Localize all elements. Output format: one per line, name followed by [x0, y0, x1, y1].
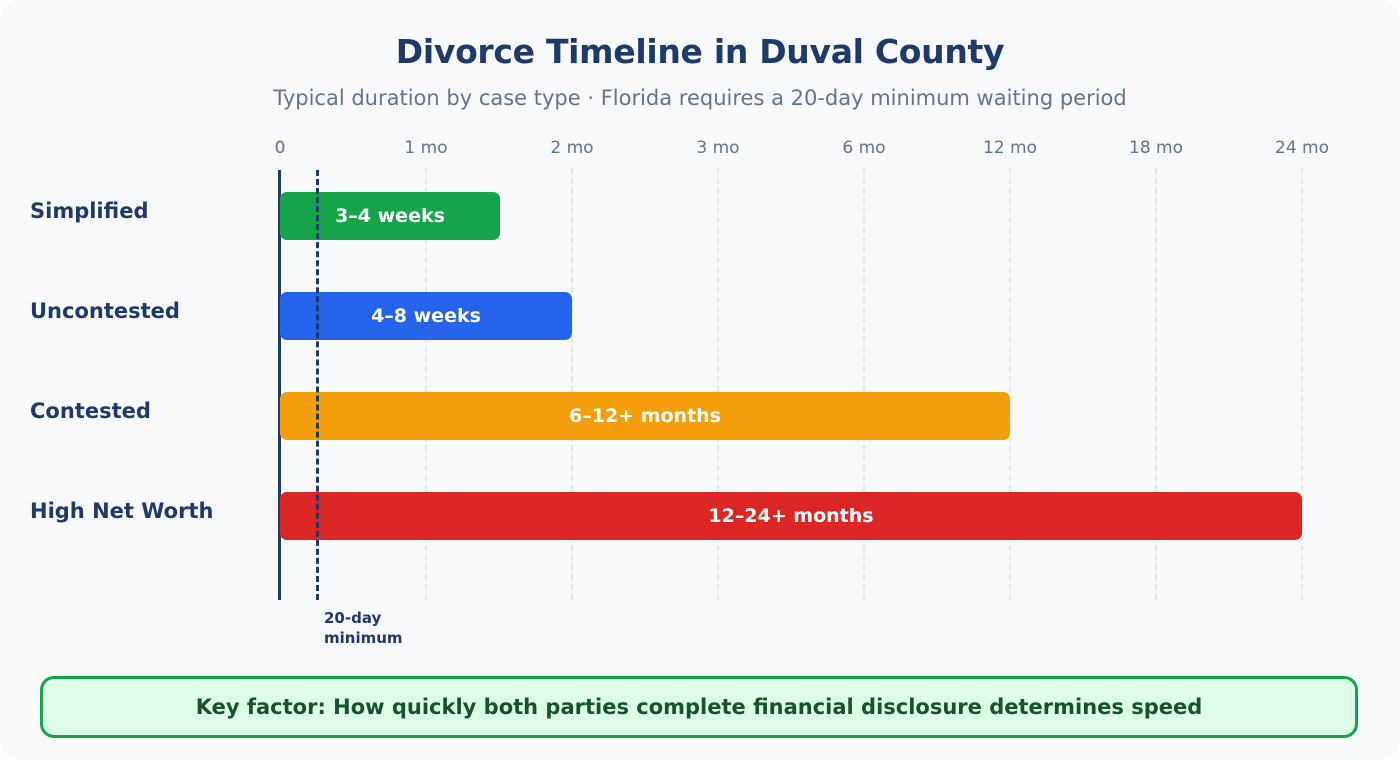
bar-value-label: 12–24+ months	[708, 505, 874, 527]
chart-subtitle: Typical duration by case type · Florida …	[273, 86, 1127, 110]
chart-title: Divorce Timeline in Duval County	[395, 32, 1005, 71]
row-label-contested: Contested	[30, 399, 151, 423]
x-tick-label: 6 mo	[842, 138, 886, 158]
gridline	[1155, 168, 1157, 600]
row-label-high-net-worth: High Net Worth	[30, 499, 214, 523]
minimum-waiting-period-line	[316, 170, 319, 600]
bar-high-net-worth: 12–24+ months	[280, 492, 1302, 540]
bar-contested: 6–12+ months	[280, 392, 1010, 440]
bar-value-label: 6–12+ months	[569, 405, 721, 427]
gridline	[717, 168, 719, 600]
gridline	[571, 168, 573, 600]
row-label-uncontested: Uncontested	[30, 299, 180, 323]
row-label-simplified: Simplified	[30, 199, 149, 223]
gridline	[1301, 168, 1303, 600]
x-tick-label: 1 mo	[404, 138, 448, 158]
minimum-annotation-line1: 20-day	[324, 609, 382, 627]
x-tick-label: 12 mo	[983, 138, 1037, 158]
bar-value-label: 4–8 weeks	[371, 305, 481, 327]
key-factor-callout: Key factor: How quickly both parties com…	[40, 676, 1358, 738]
bar-uncontested: 4–8 weeks	[280, 292, 572, 340]
x-tick-label: 0	[274, 138, 286, 158]
x-tick-label: 18 mo	[1129, 138, 1183, 158]
x-tick-label: 2 mo	[550, 138, 594, 158]
bar-value-label: 3–4 weeks	[335, 205, 445, 227]
key-factor-text: Key factor: How quickly both parties com…	[195, 695, 1203, 719]
bar-simplified: 3–4 weeks	[280, 192, 500, 240]
gridline	[425, 168, 427, 600]
zero-axis-line	[278, 170, 281, 600]
gridline	[1009, 168, 1011, 600]
minimum-annotation-line2: minimum	[324, 629, 403, 647]
x-tick-label: 3 mo	[696, 138, 740, 158]
x-tick-label: 24 mo	[1275, 138, 1329, 158]
gridline	[863, 168, 865, 600]
minimum-annotation: 20-day minimum	[324, 608, 414, 648]
